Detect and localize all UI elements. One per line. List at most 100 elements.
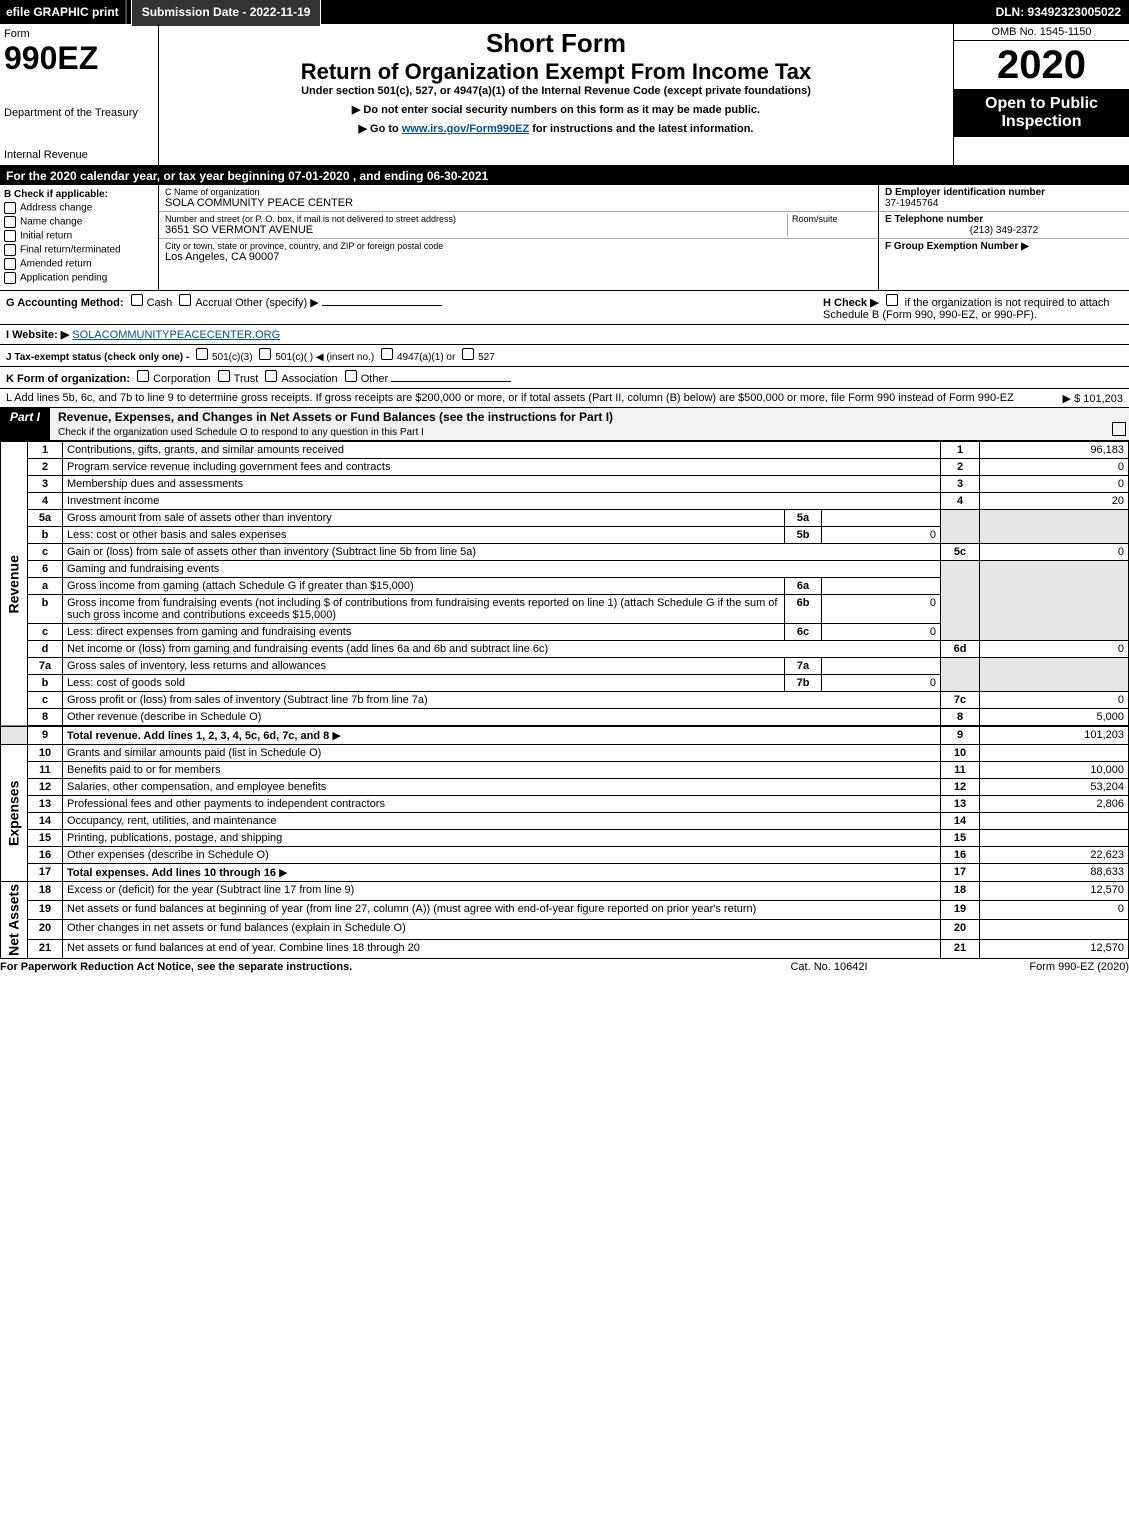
table-row: 14 Occupancy, rent, utilities, and maint… [1, 813, 1129, 830]
cb-4947[interactable] [381, 348, 393, 360]
lines-table: Revenue 1 Contributions, gifts, grants, … [0, 441, 1129, 959]
cb-501c3[interactable] [196, 348, 208, 360]
table-row: Net Assets 18 Excess or (deficit) for th… [1, 882, 1129, 901]
line-a: For the 2020 calendar year, or tax year … [0, 167, 1129, 185]
open-to-public: Open to Public Inspection [954, 89, 1129, 137]
header-center: Short Form Return of Organization Exempt… [159, 24, 954, 165]
revenue-label: Revenue [1, 442, 28, 727]
part1-title: Revenue, Expenses, and Changes in Net As… [50, 408, 1109, 440]
netassets-label: Net Assets [1, 882, 28, 959]
footer-right: Form 990-EZ (2020) [929, 961, 1129, 973]
tax-year: 2020 [954, 41, 1129, 89]
c-room-label: Room/suite [792, 214, 872, 224]
h-label: H Check ▶ [823, 297, 879, 309]
l-text: L Add lines 5b, 6c, and 7b to line 9 to … [6, 392, 1014, 404]
c-name-value: SOLA COMMUNITY PEACE CENTER [165, 197, 872, 209]
table-row: c Gross profit or (loss) from sales of i… [1, 692, 1129, 709]
cb-cash[interactable] [131, 294, 143, 306]
instr-goto: ▶ Go to www.irs.gov/Form990EZ for instru… [169, 122, 943, 135]
table-row: Revenue 1 Contributions, gifts, grants, … [1, 442, 1129, 459]
table-row: 5a Gross amount from sale of assets othe… [1, 510, 1129, 527]
table-row: 7a Gross sales of inventory, less return… [1, 658, 1129, 675]
under-section: Under section 501(c), 527, or 4947(a)(1)… [169, 85, 943, 97]
cb-initial-return[interactable]: Initial return [4, 230, 154, 242]
c-name-label: C Name of organization [165, 187, 872, 197]
table-row: 17 Total expenses. Add lines 10 through … [1, 864, 1129, 882]
cb-name-change[interactable]: Name change [4, 216, 154, 228]
i-label: I Website: ▶ [6, 329, 69, 341]
table-row: 9 Total revenue. Add lines 1, 2, 3, 4, 5… [1, 726, 1129, 745]
header-left: Form 990EZ Department of the Treasury In… [0, 24, 159, 165]
cb-application-pending[interactable]: Application pending [4, 272, 154, 284]
cb-sched-b[interactable] [886, 294, 898, 306]
col-c: C Name of organization SOLA COMMUNITY PE… [159, 185, 879, 290]
cb-amended-return[interactable]: Amended return [4, 258, 154, 270]
efile-label[interactable]: efile GRAPHIC print [0, 0, 127, 24]
c-addr-label: Number and street (or P. O. box, if mail… [165, 214, 787, 224]
line-a-text: For the 2020 calendar year, or tax year … [6, 169, 488, 183]
footer-center: Cat. No. 10642I [729, 961, 929, 973]
part1-check[interactable] [1109, 408, 1129, 440]
dept-treasury: Department of the Treasury [4, 107, 154, 119]
table-row: 3 Membership dues and assessments 3 0 [1, 476, 1129, 493]
f-group-cell: F Group Exemption Number ▶ [879, 239, 1129, 254]
table-row: 16 Other expenses (describe in Schedule … [1, 847, 1129, 864]
form-number: 990EZ [4, 40, 154, 77]
col-b: B Check if applicable: Address change Na… [0, 185, 159, 290]
c-name-cell: C Name of organization SOLA COMMUNITY PE… [159, 185, 878, 212]
table-row: 11 Benefits paid to or for members 11 10… [1, 762, 1129, 779]
top-bar: efile GRAPHIC print Submission Date - 20… [0, 0, 1129, 24]
line-g: G Accounting Method: Cash Accrual Other … [6, 294, 823, 321]
part1-header: Part I Revenue, Expenses, and Changes in… [0, 408, 1129, 441]
cb-trust[interactable] [218, 370, 230, 382]
table-row: 21 Net assets or fund balances at end of… [1, 939, 1129, 958]
section-bcdef: B Check if applicable: Address change Na… [0, 185, 1129, 291]
instr-suffix: for instructions and the latest informat… [529, 123, 753, 135]
table-row: 19 Net assets or fund balances at beginn… [1, 901, 1129, 920]
table-row: 8 Other revenue (describe in Schedule O)… [1, 709, 1129, 727]
table-row: 13 Professional fees and other payments … [1, 796, 1129, 813]
cb-other[interactable] [345, 370, 357, 382]
submission-date: Submission Date - 2022-11-19 [131, 0, 322, 27]
footer: For Paperwork Reduction Act Notice, see … [0, 959, 1129, 975]
table-row: 6 Gaming and fundraising events [1, 561, 1129, 578]
cb-501c[interactable] [259, 348, 271, 360]
b-label: B Check if applicable: [4, 189, 154, 200]
line-i: I Website: ▶ SOLACOMMUNITYPEACECENTER.OR… [0, 325, 1129, 345]
dln-label: DLN: 93492323005022 [996, 5, 1129, 19]
line-l: L Add lines 5b, 6c, and 7b to line 9 to … [0, 389, 1129, 408]
cb-accrual[interactable] [179, 294, 191, 306]
table-row: 4 Investment income 4 20 [1, 493, 1129, 510]
c-addr-value: 3651 SO VERMONT AVENUE [165, 224, 787, 236]
table-row: c Gain or (loss) from sale of assets oth… [1, 544, 1129, 561]
l-value: ▶ $ 101,203 [1063, 392, 1123, 405]
expenses-label: Expenses [1, 745, 28, 882]
footer-left: For Paperwork Reduction Act Notice, see … [0, 961, 729, 973]
form-label: Form [4, 28, 154, 40]
table-row: d Net income or (loss) from gaming and f… [1, 641, 1129, 658]
table-row: 2 Program service revenue including gove… [1, 459, 1129, 476]
cb-corporation[interactable] [137, 370, 149, 382]
cb-final-return[interactable]: Final return/terminated [4, 244, 154, 256]
cb-association[interactable] [265, 370, 277, 382]
table-row: 20 Other changes in net assets or fund b… [1, 920, 1129, 939]
part1-subtitle: Check if the organization used Schedule … [58, 427, 424, 438]
website-link[interactable]: SOLACOMMUNITYPEACECENTER.ORG [72, 329, 280, 341]
c-addr-cell: Number and street (or P. O. box, if mail… [159, 212, 878, 239]
d-value: 37-1945764 [885, 198, 1123, 209]
omb-number: OMB No. 1545-1150 [954, 24, 1129, 41]
k-label: K Form of organization: [6, 373, 130, 385]
cb-527[interactable] [462, 348, 474, 360]
d-ein-cell: D Employer identification number 37-1945… [879, 185, 1129, 212]
form-header: Form 990EZ Department of the Treasury In… [0, 24, 1129, 167]
g-label: G Accounting Method: [6, 297, 124, 309]
d-label: D Employer identification number [885, 187, 1123, 198]
c-city-label: City or town, state or province, country… [165, 241, 872, 251]
cb-address-change[interactable]: Address change [4, 202, 154, 214]
line-h: H Check ▶ if the organization is not req… [823, 294, 1123, 321]
f-label: F Group Exemption Number ▶ [885, 241, 1029, 252]
e-value: (213) 349-2372 [885, 225, 1123, 236]
header-right: OMB No. 1545-1150 2020 Open to Public In… [954, 24, 1129, 165]
short-form-title: Short Form [169, 28, 943, 59]
irs-link[interactable]: www.irs.gov/Form990EZ [402, 123, 529, 135]
